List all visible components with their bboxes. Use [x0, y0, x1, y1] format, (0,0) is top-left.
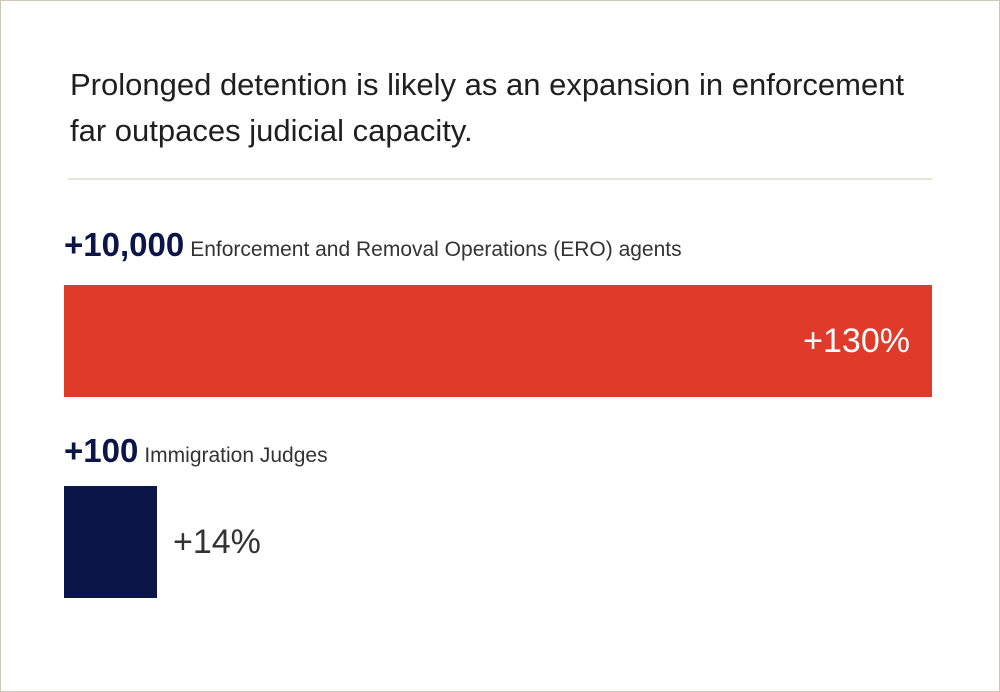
title-divider: [68, 178, 932, 180]
ero-percent-label: +130%: [803, 322, 910, 360]
judges-category-label: Immigration Judges: [144, 444, 328, 467]
ero-category-label: Enforcement and Removal Operations (ERO)…: [190, 238, 682, 261]
ero-increase-count: +10,000: [64, 226, 185, 263]
judges-increase-count: +100: [64, 432, 139, 469]
judges-label: +100 Immigration Judges: [64, 432, 328, 470]
judges-bar: [64, 486, 157, 598]
chart-title: Prolonged detention is likely as an expa…: [70, 67, 905, 148]
judges-percent-label: +14%: [173, 523, 261, 561]
ero-label: +10,000 Enforcement and Removal Operation…: [64, 226, 682, 264]
ero-bar: [64, 285, 932, 397]
